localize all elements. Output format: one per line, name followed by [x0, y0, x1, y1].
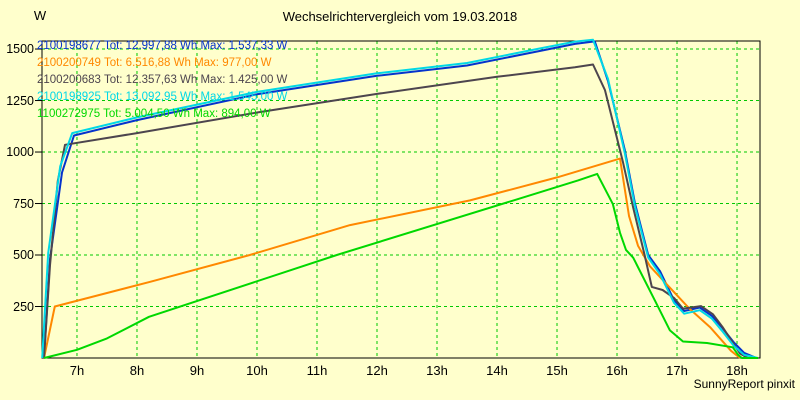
legend-entry-2100198677: 2100198677 Tot: 12.997,88 Wh Max: 1.537,…: [37, 40, 288, 52]
xtick-label-17h: 17h: [666, 363, 688, 378]
credit-label: SunnyReport pinxit: [693, 377, 795, 391]
ytick-label-1000: 1000: [6, 145, 34, 160]
plot-border: [41, 40, 761, 359]
ytick-label-750: 750: [13, 196, 34, 211]
xtick-label-13h: 13h: [426, 363, 448, 378]
xtick-label-16h: 16h: [606, 363, 628, 378]
ytick-label-250: 250: [13, 299, 34, 314]
ytick-label-1250: 1250: [6, 93, 34, 108]
xtick-label-11h: 11h: [306, 363, 328, 378]
ytick-label-1500: 1500: [6, 42, 34, 57]
xtick-label-18h: 18h: [726, 363, 748, 378]
legend: 2100198677 Tot: 12.997,88 Wh Max: 1.537,…: [37, 38, 287, 123]
legend-entry-1100272975: 1100272975 Tot: 5.004,50 Wh Max: 894,00 …: [37, 108, 271, 120]
xtick-label-7h: 7h: [69, 363, 85, 378]
legend-entry-2100198925: 2100198925 Tot: 13.092,95 Wh Max: 1.545,…: [37, 91, 288, 103]
series-layer: [41, 38, 759, 359]
xtick-label-8h: 8h: [129, 363, 145, 378]
xtick-label-12h: 12h: [366, 363, 388, 378]
ytick-label-500: 500: [13, 248, 34, 262]
legend-entry-2100200749: 2100200749 Tot: 6.516,88 Wh Max: 977,00 …: [37, 57, 272, 69]
xtick-label-14h: 14h: [486, 363, 508, 378]
y-axis-unit-label: W: [33, 8, 47, 23]
chart-title: Wechselrichtervergleich vom 19.03.2018: [282, 9, 518, 24]
y-axis-ticks: [35, 48, 42, 308]
xtick-label-15h: 15h: [546, 363, 568, 378]
xtick-label-10h: 10h: [246, 363, 268, 378]
legend-entry-2100200683: 2100200683 Tot: 12.357,63 Wh Max: 1.425,…: [37, 74, 288, 86]
grid-layer: [42, 41, 760, 358]
xtick-label-9h: 9h: [189, 363, 205, 378]
